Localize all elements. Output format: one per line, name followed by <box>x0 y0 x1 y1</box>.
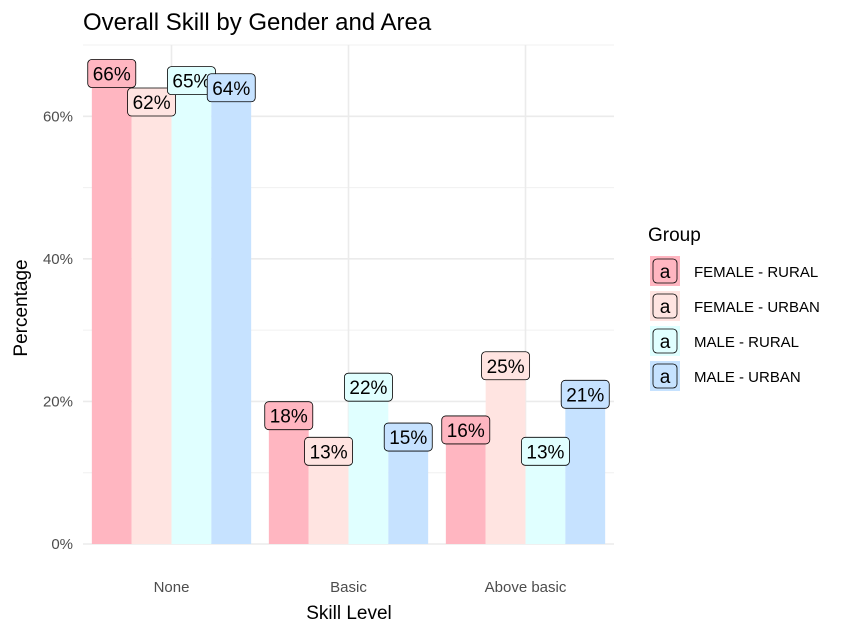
bar <box>268 415 309 544</box>
data-label-box <box>520 436 570 466</box>
bar <box>565 394 606 544</box>
data-label-text: 25% <box>487 357 525 378</box>
data-label: 13% <box>520 436 570 466</box>
legend-key-glyph: a <box>660 332 671 353</box>
data-label: 21% <box>560 379 610 409</box>
legend-key-box <box>652 363 678 389</box>
data-label-text: 13% <box>310 442 348 463</box>
data-label-box <box>264 401 314 431</box>
data-label-text: 64% <box>212 79 250 100</box>
data-label: 16% <box>441 415 491 445</box>
data-label-box <box>304 436 354 466</box>
bar <box>445 429 486 544</box>
legend-key-glyph: a <box>660 262 671 283</box>
data-label-text: 21% <box>566 385 604 406</box>
axes-layer: 0% 20% 40% 60% None Basic Above basic <box>43 108 567 596</box>
legend-item: a FEMALE - RURAL <box>650 256 818 286</box>
legend-label: MALE - URBAN <box>694 369 801 386</box>
legend-label: MALE - RURAL <box>694 334 799 351</box>
x-axis-title: Skill Level <box>306 603 392 624</box>
x-tick-label: Above basic <box>485 579 567 596</box>
bar <box>308 451 349 544</box>
data-label-box <box>127 87 177 117</box>
data-label: 65% <box>166 66 216 96</box>
data-label: 62% <box>127 87 177 117</box>
bar <box>525 451 566 544</box>
bar <box>485 365 526 544</box>
x-tick-label: Basic <box>330 579 367 596</box>
data-label: 25% <box>481 351 531 381</box>
bar <box>388 437 429 544</box>
bars-layer <box>91 73 606 545</box>
y-tick-label: 60% <box>43 108 73 125</box>
data-label-text: 65% <box>172 72 210 93</box>
data-labels-layer: 66% 18% 16% 62% 13% 25% 65% 22% 13% 64% 15% 21% <box>87 59 610 466</box>
y-tick-label: 40% <box>43 251 73 268</box>
data-label-text: 18% <box>270 407 308 428</box>
data-label-box <box>87 59 137 88</box>
legend-item: a MALE - RURAL <box>650 326 799 356</box>
data-label: 13% <box>304 436 354 466</box>
legend-key-glyph: a <box>660 367 671 388</box>
data-label: 22% <box>343 372 393 402</box>
chart-title: Overall Skill by Gender and Area <box>83 9 432 36</box>
legend-key-glyph: a <box>660 297 671 318</box>
data-label: 64% <box>206 73 256 103</box>
legend-item: a FEMALE - URBAN <box>650 291 820 321</box>
bar <box>211 87 252 545</box>
data-label-text: 22% <box>349 378 387 399</box>
data-label-box <box>560 379 610 409</box>
data-label: 66% <box>87 59 137 88</box>
data-label: 15% <box>383 422 433 452</box>
data-label-text: 66% <box>93 65 131 86</box>
data-label: 18% <box>264 401 314 431</box>
y-tick-label: 0% <box>51 536 73 553</box>
legend-key-box <box>652 258 678 284</box>
x-tick-label: None <box>154 579 190 596</box>
legend-label: FEMALE - RURAL <box>694 264 818 281</box>
legend: Group a FEMALE - RURAL a FEMALE - URBAN a MAL… <box>648 225 820 391</box>
data-label-box <box>481 351 531 381</box>
data-label-box <box>441 415 491 445</box>
data-label-text: 16% <box>447 421 485 442</box>
y-axis-title: Percentage <box>11 259 32 356</box>
data-label-text: 13% <box>526 442 564 463</box>
bar <box>348 387 389 544</box>
data-label-box <box>383 422 433 452</box>
data-label-box <box>206 73 256 103</box>
bar <box>91 73 132 544</box>
y-tick-label: 20% <box>43 393 73 410</box>
bar <box>171 80 212 545</box>
legend-item: a MALE - URBAN <box>650 361 801 391</box>
legend-key-box <box>652 328 678 354</box>
legend-key-box <box>652 293 678 319</box>
legend-title: Group <box>648 225 701 246</box>
legend-label: FEMALE - URBAN <box>694 299 820 316</box>
data-label-text: 62% <box>133 93 171 114</box>
bar <box>131 102 172 545</box>
data-label-text: 15% <box>389 428 427 449</box>
data-label-box <box>343 372 393 402</box>
